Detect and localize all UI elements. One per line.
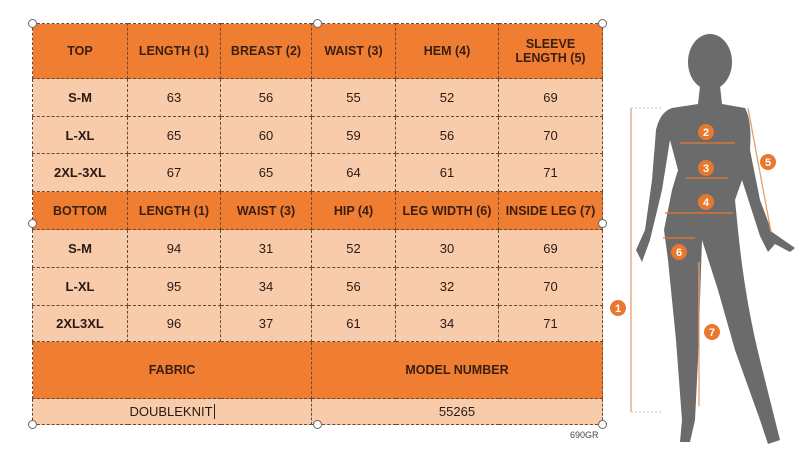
marker-4	[698, 194, 714, 210]
header-cell[interactable]: BOTTOM	[32, 191, 128, 230]
header-cell[interactable]: SLEEVE LENGTH (5)	[498, 23, 603, 79]
marker-1-label: 1	[615, 303, 621, 315]
value-cell[interactable]: 63	[127, 78, 221, 117]
size-chart-table[interactable]: TOP LENGTH (1) BREAST (2) WAIST (3) HEM …	[32, 23, 603, 425]
header-cell[interactable]: LEG WIDTH (6)	[395, 191, 499, 230]
marker-1	[610, 300, 626, 316]
header-cell[interactable]: TOP	[32, 23, 128, 79]
value-cell[interactable]: 34	[220, 267, 312, 306]
value-cell[interactable]: 56	[311, 267, 396, 306]
marker-2	[698, 124, 714, 140]
header-cell[interactable]: WAIST (3)	[220, 191, 312, 230]
fabric-header[interactable]: FABRIC	[32, 341, 312, 399]
table-row: 2XL-3XL 67 65 64 61 71	[32, 153, 603, 192]
marker-5-label: 5	[765, 157, 771, 169]
value-cell[interactable]: 34	[395, 305, 499, 342]
value-cell[interactable]: 52	[311, 229, 396, 268]
header-cell[interactable]: HEM (4)	[395, 23, 499, 79]
marker-7-label: 7	[709, 327, 715, 339]
resize-handle[interactable]	[598, 420, 607, 429]
marker-5	[760, 154, 776, 170]
marker-2-label: 2	[703, 127, 709, 139]
header-cell[interactable]: LENGTH (1)	[127, 191, 221, 230]
value-cell[interactable]: 55	[311, 78, 396, 117]
value-cell[interactable]: 69	[498, 229, 603, 268]
marker-3-label: 3	[703, 163, 709, 175]
value-cell[interactable]: 61	[395, 153, 499, 192]
resize-handle[interactable]	[28, 219, 37, 228]
resize-handle[interactable]	[28, 420, 37, 429]
resize-handle[interactable]	[598, 219, 607, 228]
value-cell[interactable]: 71	[498, 153, 603, 192]
size-cell[interactable]: 2XL-3XL	[32, 153, 128, 192]
value-cell[interactable]: 56	[220, 78, 312, 117]
model-number-value[interactable]: 55265	[311, 398, 603, 425]
table-row: S-M 94 31 52 30 69	[32, 229, 603, 268]
size-cell[interactable]: S-M	[32, 78, 128, 117]
value-cell[interactable]: 70	[498, 116, 603, 154]
marker-3	[698, 160, 714, 176]
top-header-row: TOP LENGTH (1) BREAST (2) WAIST (3) HEM …	[32, 23, 603, 79]
value-cell[interactable]: 94	[127, 229, 221, 268]
marker-7	[704, 324, 720, 340]
product-code: 690GR	[570, 430, 599, 440]
header-cell[interactable]: HIP (4)	[311, 191, 396, 230]
size-cell[interactable]: L-XL	[32, 267, 128, 306]
value-cell[interactable]: 64	[311, 153, 396, 192]
value-cell[interactable]: 67	[127, 153, 221, 192]
header-cell[interactable]: INSIDE LEG (7)	[498, 191, 603, 230]
value-cell[interactable]: 61	[311, 305, 396, 342]
resize-handle[interactable]	[28, 19, 37, 28]
info-row: DOUBLEKNIT 55265	[32, 398, 603, 425]
value-cell[interactable]: 95	[127, 267, 221, 306]
value-cell[interactable]: 96	[127, 305, 221, 342]
marker-6	[671, 244, 687, 260]
marker-6-label: 6	[676, 247, 682, 259]
size-cell[interactable]: L-XL	[32, 116, 128, 154]
resize-handle[interactable]	[313, 420, 322, 429]
info-header-row: FABRIC MODEL NUMBER	[32, 341, 603, 399]
table-row: 2XL3XL 96 37 61 34 71	[32, 305, 603, 342]
resize-handle[interactable]	[598, 19, 607, 28]
fabric-value-cell[interactable]: DOUBLEKNIT	[32, 398, 312, 425]
silhouette	[636, 34, 795, 444]
value-cell[interactable]: 65	[220, 153, 312, 192]
table-row: S-M 63 56 55 52 69	[32, 78, 603, 117]
marker-4-label: 4	[703, 197, 710, 209]
model-number-header[interactable]: MODEL NUMBER	[311, 341, 603, 399]
table-row: L-XL 65 60 59 56 70	[32, 116, 603, 154]
value-cell[interactable]: 71	[498, 305, 603, 342]
value-cell[interactable]: 31	[220, 229, 312, 268]
sleeve-arrow	[747, 107, 772, 233]
value-cell[interactable]: 70	[498, 267, 603, 306]
value-cell[interactable]: 37	[220, 305, 312, 342]
fabric-value[interactable]: DOUBLEKNIT	[129, 404, 215, 419]
resize-handle[interactable]	[313, 19, 322, 28]
value-cell[interactable]: 59	[311, 116, 396, 154]
value-cell[interactable]: 52	[395, 78, 499, 117]
size-cell[interactable]: S-M	[32, 229, 128, 268]
bottom-header-row: BOTTOM LENGTH (1) WAIST (3) HIP (4) LEG …	[32, 191, 603, 230]
value-cell[interactable]: 56	[395, 116, 499, 154]
